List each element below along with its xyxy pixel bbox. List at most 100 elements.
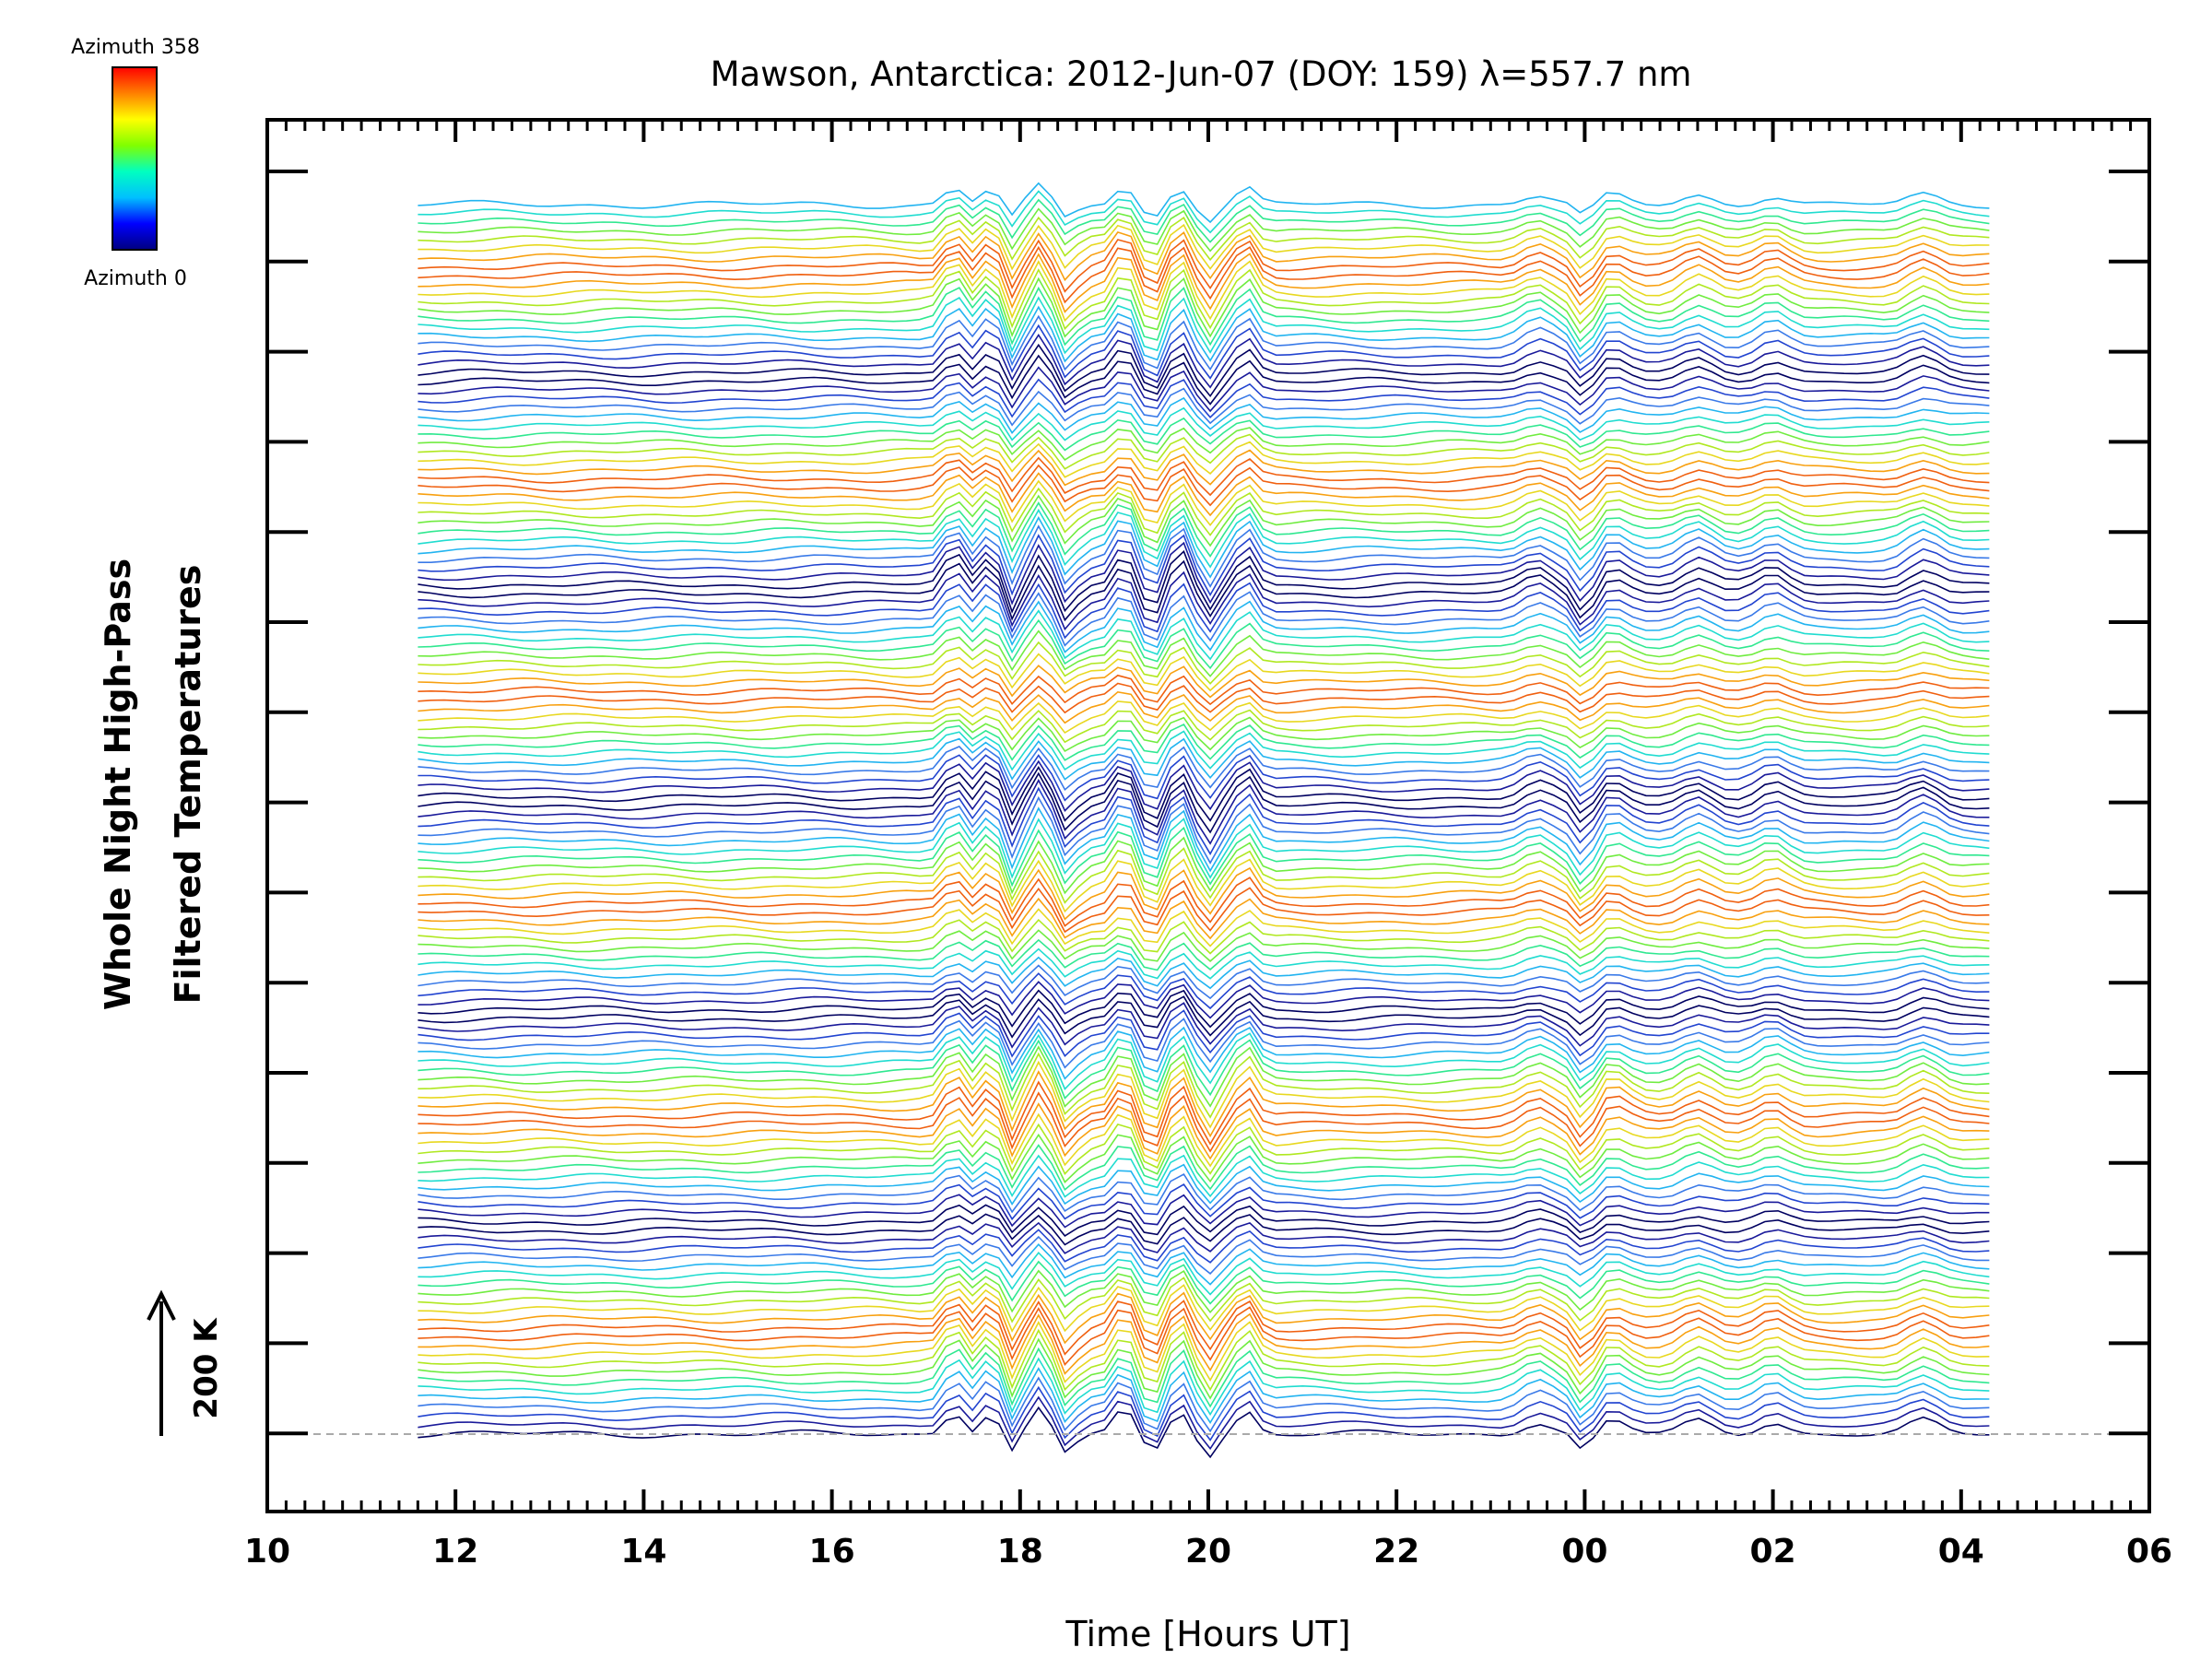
series-line xyxy=(418,1306,1990,1366)
series-line xyxy=(418,441,1990,478)
y-axis-ticks xyxy=(267,170,2149,1436)
series-line xyxy=(418,989,1990,1029)
series-line xyxy=(418,508,1990,569)
series-line xyxy=(418,908,1990,947)
series-line xyxy=(418,1260,1990,1305)
x-tick-label: 18 xyxy=(997,1533,1043,1571)
series-line xyxy=(418,1376,1990,1433)
series-line xyxy=(418,501,1990,558)
series-line xyxy=(418,1312,1990,1375)
series-line xyxy=(418,1357,1990,1417)
series-line xyxy=(418,494,1990,547)
series-line xyxy=(418,981,1990,1019)
x-tick-label: 06 xyxy=(2126,1533,2172,1571)
series-line xyxy=(418,1039,1990,1100)
series-line xyxy=(418,779,1990,845)
series-line xyxy=(418,1060,1990,1129)
x-tick-label: 22 xyxy=(1373,1533,1419,1571)
series-line xyxy=(418,354,1990,406)
colorbar-top-label: Azimuth 358 xyxy=(71,36,200,59)
series-line xyxy=(418,396,1990,434)
series-line xyxy=(418,665,1990,699)
series-line xyxy=(418,276,1990,338)
series-line xyxy=(418,947,1990,980)
series-line xyxy=(418,1009,1990,1058)
series-line xyxy=(418,1337,1990,1400)
series-line xyxy=(418,1277,1990,1324)
series-line xyxy=(418,1091,1990,1153)
series-line xyxy=(418,343,1990,398)
series-line xyxy=(418,524,1990,588)
series-line xyxy=(418,245,1990,304)
series-line xyxy=(418,239,1990,293)
series-line xyxy=(418,1221,1990,1254)
series-line xyxy=(418,1102,1990,1160)
series-line xyxy=(418,1032,1990,1091)
series-line xyxy=(418,305,1990,363)
series-line xyxy=(418,786,1990,856)
chart-title: Mawson, Antarctica: 2012-Jun-07 (DOY: 15… xyxy=(711,54,1692,94)
series-line xyxy=(418,972,1990,1010)
series-line xyxy=(418,1235,1990,1275)
series-line xyxy=(418,877,1990,927)
series-line xyxy=(418,582,1990,640)
series-line xyxy=(418,1144,1990,1192)
x-axis-ticks xyxy=(265,120,2151,1512)
series-line xyxy=(418,479,1990,526)
series-line xyxy=(418,716,1990,753)
series-line xyxy=(418,641,1990,685)
series-line xyxy=(418,387,1990,427)
series-line xyxy=(418,417,1990,452)
series-line xyxy=(418,190,1990,234)
y-axis-label-line1: Whole Night High-Pass xyxy=(98,559,138,1010)
series-line xyxy=(418,207,1990,253)
series-line xyxy=(418,723,1990,761)
series-line xyxy=(418,456,1990,497)
series-line xyxy=(418,406,1990,441)
series-line xyxy=(418,268,1990,331)
series-line xyxy=(418,826,1990,888)
scale-bar-label: 200 K xyxy=(188,1317,225,1419)
series-line xyxy=(418,600,1990,653)
series-line xyxy=(418,1018,1990,1069)
series-line xyxy=(418,1002,1990,1049)
series-line xyxy=(418,1112,1990,1168)
x-axis-label: Time [Hours UT] xyxy=(1065,1614,1350,1654)
series-line xyxy=(418,709,1990,744)
series-line xyxy=(418,918,1990,955)
series-line xyxy=(418,682,1990,714)
series-line xyxy=(418,1123,1990,1176)
series-line xyxy=(418,1367,1990,1425)
series-line xyxy=(418,260,1990,323)
x-axis-tick-labels: 10 12 14 16 18 20 22 00 02 04 06 xyxy=(244,1533,2172,1571)
series-line xyxy=(418,472,1990,517)
series-line xyxy=(418,571,1990,631)
series-line xyxy=(418,1172,1990,1214)
series-line xyxy=(418,818,1990,879)
series-line xyxy=(418,464,1990,507)
series-line xyxy=(418,609,1990,661)
series-line xyxy=(418,1347,1990,1408)
series-line xyxy=(418,487,1990,536)
series-line xyxy=(418,1284,1990,1333)
scale-bar-arrow-head xyxy=(147,1289,176,1321)
series-line xyxy=(418,629,1990,677)
series-line xyxy=(418,1328,1990,1392)
series-line xyxy=(418,929,1990,962)
series-line xyxy=(418,730,1990,771)
x-tick-label: 12 xyxy=(432,1533,478,1571)
series-line xyxy=(418,1070,1990,1138)
series-line xyxy=(418,700,1990,735)
series-line xyxy=(418,591,1990,647)
series-line xyxy=(418,956,1990,990)
series-line xyxy=(418,427,1990,461)
x-tick-label: 04 xyxy=(1938,1533,1984,1571)
series-line xyxy=(418,1154,1990,1198)
x-tick-label: 00 xyxy=(1561,1533,1607,1571)
series-line xyxy=(418,653,1990,692)
series-line xyxy=(418,516,1990,579)
x-tick-label: 10 xyxy=(244,1533,290,1571)
series-line xyxy=(418,754,1990,802)
series-line xyxy=(418,549,1990,614)
series-line xyxy=(418,230,1990,282)
